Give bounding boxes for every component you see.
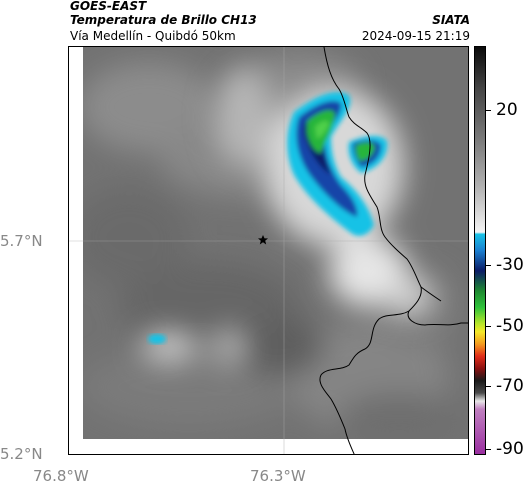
lon-label-76.8: 76.8°W [33,467,89,485]
datetime-label: 2024-09-15 21:19 [361,29,470,43]
organization-label: SIATA [432,13,470,27]
lon-label-76.3: 76.3°W [250,467,306,485]
colorbar-label-20: 20 [496,100,518,120]
colorbar-tick [486,386,491,387]
lat-label-5.2: 5.2°N [0,445,43,463]
storm-cell-main [287,92,388,236]
storm-cell-small [148,334,166,344]
map-canvas [69,47,468,454]
product-title: Temperatura de Brillo CH13 [70,13,257,27]
colorbar-label-minus30: -30 [496,255,524,275]
colorbar-tick [486,265,491,266]
graticule [69,47,468,454]
cloud-field [69,47,468,454]
colorbar-label-minus70: -70 [496,376,524,396]
colorbar-tick [486,449,491,450]
lat-label-5.7: 5.7°N [0,232,43,250]
star-marker [258,235,268,245]
colorbar [474,46,486,455]
colorbar-label-minus90: -90 [496,439,524,459]
route-subtitle: Vía Medellín - Quibdó 50km [70,29,236,43]
satellite-map[interactable] [68,46,469,455]
colorbar-tick [486,326,491,327]
border-lines [319,47,468,454]
satellite-title: GOES-EAST [70,0,147,13]
colorbar-label-minus50: -50 [496,316,524,336]
colorbar-gradient [475,47,485,454]
colorbar-tick [486,110,491,111]
